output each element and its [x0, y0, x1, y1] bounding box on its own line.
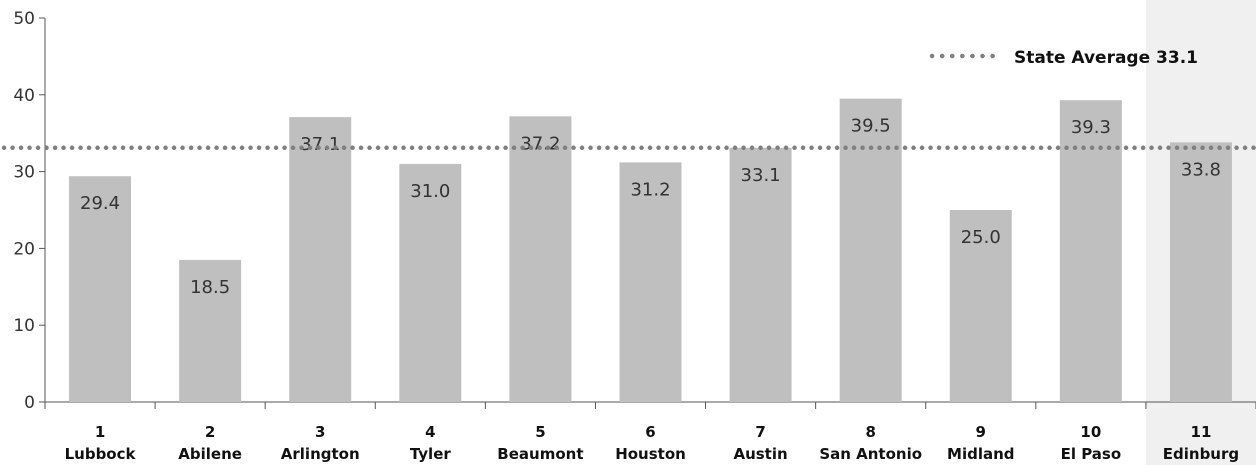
y-tick-label: 50: [13, 9, 35, 29]
x-tick-label-number: 9: [976, 423, 986, 441]
x-tick-label-name: Beaumont: [497, 445, 583, 463]
bar: [839, 98, 902, 402]
y-tick-label: 20: [13, 239, 35, 259]
legend-label: State Average 33.1: [1014, 48, 1198, 68]
x-tick-label-number: 2: [205, 423, 215, 441]
x-tick-label-name: Edinburg: [1163, 445, 1239, 463]
x-tick-label-name: Austin: [733, 445, 787, 463]
x-tick-label-number: 10: [1080, 423, 1101, 441]
x-tick-label-name: Arlington: [281, 445, 360, 463]
bar: [1059, 100, 1122, 403]
x-tick-label-name: Midland: [947, 445, 1015, 463]
x-tick-label-number: 5: [535, 423, 545, 441]
bar: [729, 147, 792, 402]
data-label: 37.2: [520, 133, 560, 154]
data-label: 33.8: [1181, 159, 1221, 180]
data-label: 29.4: [80, 193, 120, 214]
x-tick-label-number: 3: [315, 423, 325, 441]
x-tick-label-name: Abilene: [178, 445, 242, 463]
x-tick-label-name: Lubbock: [65, 445, 137, 463]
x-tick-label-name: El Paso: [1061, 445, 1122, 463]
data-label: 31.2: [630, 179, 670, 200]
bar: [619, 162, 682, 402]
x-tick-label-number: 11: [1191, 423, 1212, 441]
y-tick-label: 40: [13, 86, 35, 106]
data-label: 33.1: [741, 165, 781, 186]
y-tick-label: 0: [24, 393, 35, 413]
bar: [949, 210, 1012, 402]
data-label: 31.0: [410, 181, 450, 202]
bar: [289, 117, 352, 403]
data-label: 39.5: [851, 116, 891, 137]
bar: [69, 176, 132, 402]
y-tick-label: 10: [13, 316, 35, 336]
bar: [1169, 142, 1232, 402]
x-tick-label-number: 7: [755, 423, 765, 441]
x-tick-label-number: 8: [865, 423, 875, 441]
data-label: 39.3: [1071, 117, 1111, 138]
x-tick-label-name: San Antonio: [819, 445, 922, 463]
x-tick-label-number: 1: [95, 423, 105, 441]
x-tick-label-number: 4: [425, 423, 435, 441]
bar: [509, 116, 572, 402]
x-tick-label-name: Houston: [615, 445, 686, 463]
y-tick-label: 30: [13, 163, 35, 183]
bar: [399, 163, 462, 402]
x-tick-label-name: Tyler: [410, 445, 452, 463]
data-label: 18.5: [190, 277, 230, 298]
bar: [179, 259, 242, 402]
data-label: 37.1: [300, 134, 340, 155]
data-label: 25.0: [961, 227, 1001, 248]
x-tick-label-number: 6: [645, 423, 655, 441]
